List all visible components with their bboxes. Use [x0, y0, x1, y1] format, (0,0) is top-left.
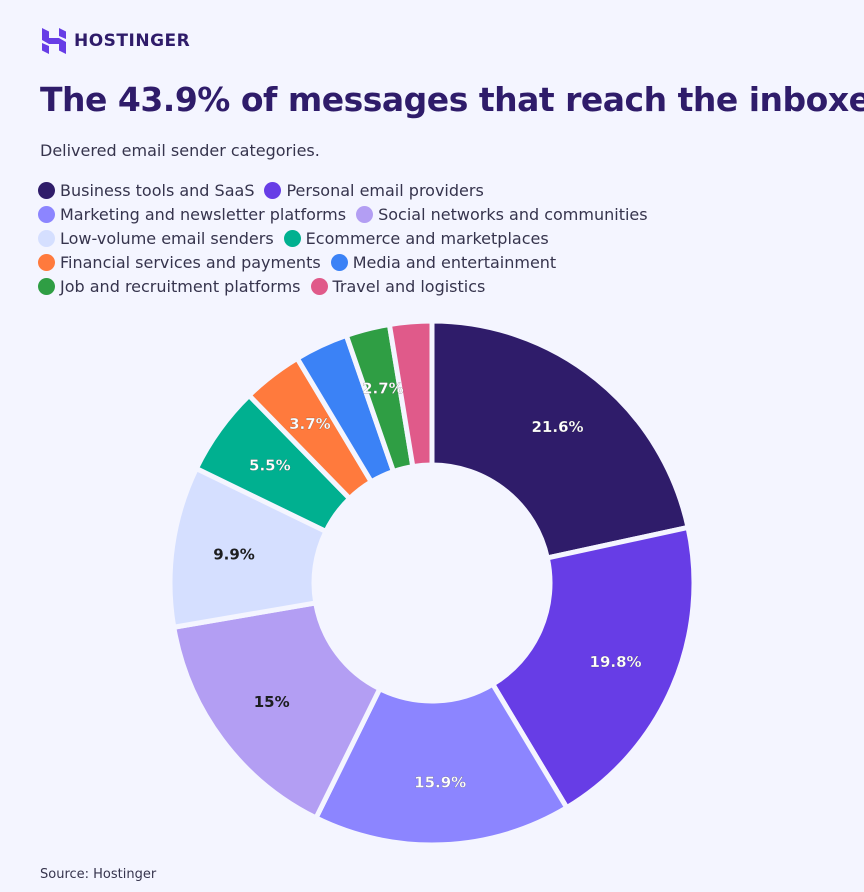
donut-slice [386, 318, 435, 470]
legend-item: Job and recruitment platforms [38, 277, 301, 296]
legend-label: Job and recruitment platforms [60, 276, 301, 296]
legend-row: Low-volume email senders Ecommerce and ma… [38, 226, 648, 250]
chart-subtitle: Delivered email sender categories. [40, 141, 320, 160]
legend: Business tools and SaaS Personal email pr… [38, 178, 648, 298]
legend-label: Business tools and SaaS [60, 180, 255, 200]
legend-swatch [356, 205, 374, 223]
brand-name: HOSTINGER [74, 31, 191, 51]
legend-item: Travel and logistics [310, 276, 486, 296]
source: Source: Hostinger [40, 867, 157, 882]
legend-row: Financial services and payments Media and… [38, 250, 648, 274]
value-label: 9.9% [213, 545, 255, 563]
donut-slice [313, 681, 570, 848]
legend-item: Personal email providers [264, 180, 484, 200]
legend-swatch [330, 253, 348, 271]
legend-item: Social networks and communities [356, 205, 648, 224]
legend-item: Financial services and payments [38, 253, 321, 272]
brand: HOSTINGER [42, 28, 190, 54]
donut-slice [490, 524, 697, 811]
legend-label: Media and entertainment [352, 252, 557, 272]
legend-swatch [38, 277, 55, 295]
legend-swatch [38, 229, 55, 247]
chart: 21.6% 19.8% 15.9% 15% 9.9% 5.5% 3.7% 2.7% [167, 318, 697, 848]
legend-label: Financial services and payments [60, 252, 321, 272]
value-label: 15.9% [414, 773, 466, 791]
value-label: 19.8% [590, 653, 642, 671]
legend-item: Media and entertainment [330, 252, 557, 272]
legend-item: Ecommerce and marketplaces [283, 228, 549, 248]
legend-label: Social networks and communities [378, 204, 648, 224]
legend-label: Marketing and newsletter platforms [60, 204, 347, 224]
value-label: 21.6% [532, 418, 584, 436]
legend-item: Business tools and SaaS [38, 181, 254, 200]
value-label: 2.7% [362, 380, 404, 398]
legend-label: Travel and logistics [332, 276, 486, 296]
legend-item: Low-volume email senders [38, 229, 274, 248]
legend-item: Marketing and newsletter platforms [38, 205, 346, 224]
legend-swatch [38, 253, 55, 271]
legend-swatch [264, 181, 282, 199]
value-label: 15% [254, 693, 290, 711]
legend-row: Job and recruitment platforms Travel and … [38, 274, 648, 298]
legend-label: Ecommerce and marketplaces [305, 228, 549, 248]
legend-swatch [283, 229, 301, 247]
chart-title: The 43.9% of messages that reach the inb… [40, 80, 864, 119]
logo-icon [42, 28, 66, 54]
legend-row: Marketing and newsletter platforms Social… [38, 202, 648, 226]
legend-label: Personal email providers [286, 180, 484, 200]
value-label: 3.7% [289, 415, 331, 433]
donut-slice [171, 600, 383, 821]
legend-swatch [38, 181, 55, 199]
legend-row: Business tools and SaaS Personal email pr… [38, 178, 648, 202]
legend-swatch [38, 205, 55, 223]
value-label: 5.5% [249, 456, 291, 474]
legend-swatch [310, 277, 328, 295]
donut-slice [429, 318, 691, 561]
legend-label: Low-volume email senders [60, 228, 274, 248]
